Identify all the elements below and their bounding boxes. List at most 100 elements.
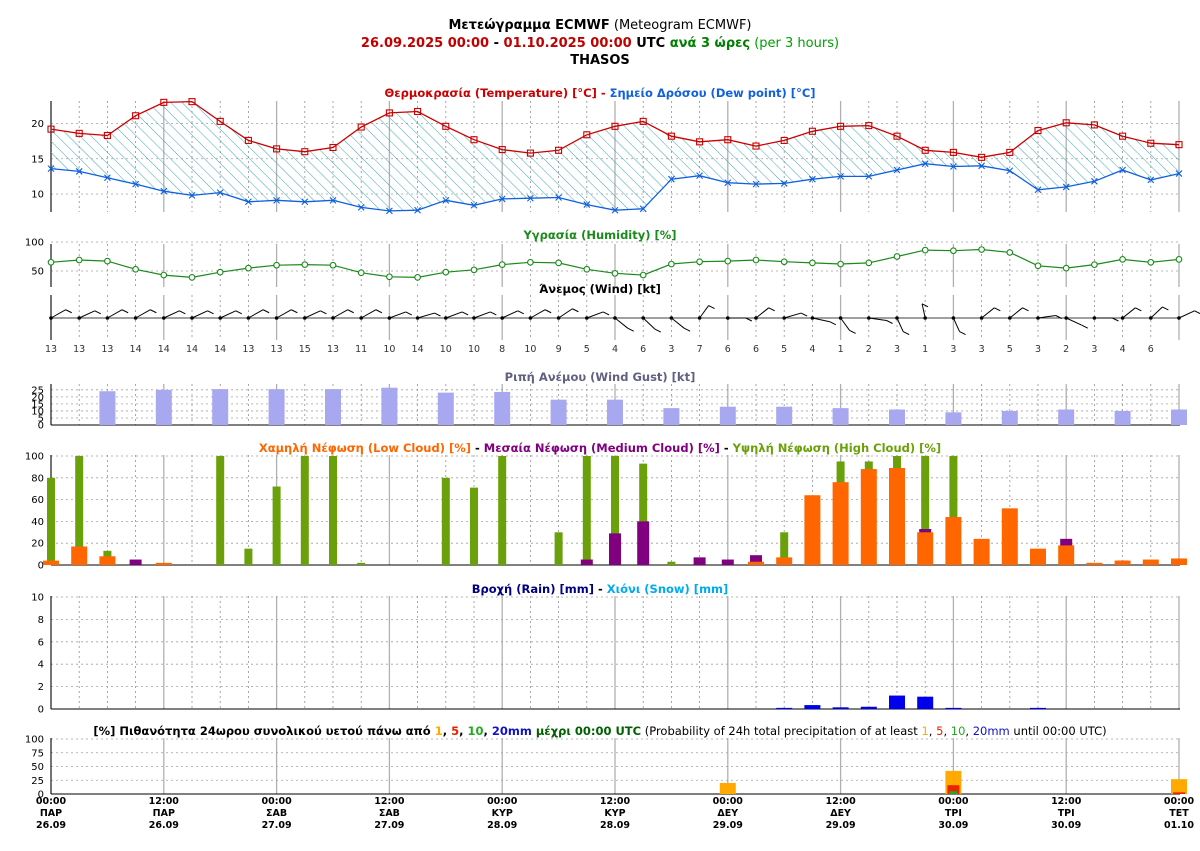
temperature-point	[470, 136, 478, 144]
dew-point-point	[357, 204, 365, 211]
dew-point-point	[1034, 186, 1042, 194]
wind-speed-label: 3	[668, 344, 674, 355]
wind-speed-label: 11	[355, 344, 367, 355]
wind-barb-shaft	[642, 317, 656, 330]
x-axis-time: 12:00	[149, 796, 180, 807]
wind-speed-label: 3	[979, 344, 985, 355]
gust-bar	[1114, 410, 1131, 425]
humidity-point	[1006, 249, 1014, 256]
humidity-grid: 50 100	[25, 238, 1180, 287]
low-cloud-bar	[1001, 508, 1018, 565]
humidity-point	[216, 268, 224, 276]
wind-speed-label: 3	[1091, 344, 1097, 355]
temp-ytick-label: 20	[31, 119, 44, 130]
low-cloud-bar	[1058, 545, 1075, 565]
humidity-point	[357, 269, 365, 277]
gust-bar	[550, 399, 567, 425]
wind-barb-feather	[517, 310, 525, 315]
temperature-point	[1034, 127, 1042, 135]
wind-barb-shaft	[1009, 307, 1023, 319]
low-cloud-bar	[832, 482, 849, 565]
clouds-title-part: Χαμηλή Νέφωση (Low Cloud) [%]	[259, 441, 471, 455]
wind-barb-feather	[683, 327, 691, 332]
rain-bar	[945, 707, 962, 710]
wind-barb-origin	[77, 316, 81, 320]
wind-barb	[669, 316, 691, 332]
wind-barb-shaft	[586, 311, 604, 319]
wind-barb-origin	[246, 316, 251, 320]
temperature-point	[555, 146, 563, 154]
wind-barb	[303, 310, 327, 320]
dew-point-point	[921, 160, 929, 168]
wind-barb-origin	[1008, 316, 1012, 320]
temperature-point	[865, 122, 873, 130]
clouds-title-part: Υψηλή Νέφωση (High Cloud) [%]	[732, 441, 942, 455]
humidity-point	[1062, 264, 1070, 272]
humidity-point	[1091, 261, 1098, 268]
period-separator: -	[489, 36, 504, 51]
wind-speed-label: 5	[584, 344, 590, 355]
dew-point-mark	[1034, 186, 1042, 194]
clouds-ytick-label: 60	[31, 495, 44, 506]
wind-barb	[359, 309, 383, 320]
gust-bar	[325, 389, 341, 425]
x-axis-day: ΤΡΙ	[945, 808, 962, 819]
dew-point-mark	[752, 180, 760, 188]
x-axis-day: ΤΡΙ	[1058, 808, 1075, 819]
prob-5mm-bar	[1173, 792, 1185, 794]
rain-bar	[832, 707, 849, 709]
temperature-point	[132, 112, 140, 120]
wind-speed-label: 13	[327, 344, 339, 355]
wind-barb-shaft	[501, 310, 518, 319]
dew-point-point	[160, 187, 168, 195]
precip-title: Βροχή (Rain) [mm] - Χιόνι (Snow) [mm]	[472, 582, 729, 596]
wind-barb	[921, 303, 929, 320]
wind-speed-label: 4	[809, 344, 815, 355]
wind-barb-feather	[544, 309, 552, 314]
wind-barb-feather	[375, 309, 383, 314]
dew-point-mark	[160, 187, 168, 195]
dew-point-point	[104, 174, 111, 182]
dew-point-point	[555, 194, 562, 201]
temp-title-part: -	[597, 86, 610, 100]
temp-title-part: Σημείο Δρόσου (Dew point) [°C]	[610, 86, 816, 100]
wind-barb	[810, 316, 837, 326]
humidity-point	[273, 261, 280, 269]
dew-point-point	[583, 201, 591, 208]
wind-barb-origin	[1092, 316, 1097, 320]
temperature-point	[837, 122, 845, 130]
wind-speed-label: 3	[950, 344, 956, 355]
wind-barb	[77, 310, 102, 320]
dew-point-mark	[273, 196, 280, 204]
wind-speed-label: 14	[186, 344, 198, 355]
wind-barb	[444, 311, 469, 320]
x-axis-time: 12:00	[374, 796, 405, 807]
temperature-point	[216, 117, 224, 125]
wind-barb-origin	[669, 316, 674, 320]
wind-barb-shaft	[952, 317, 961, 332]
high-cloud-bar	[949, 456, 958, 565]
high-cloud-bar	[47, 477, 55, 565]
wind-barb-shaft	[191, 310, 208, 319]
temperature-point	[752, 142, 760, 150]
gust-bar	[607, 399, 623, 425]
temperature-point	[1090, 121, 1098, 129]
wind-barb-feather	[1081, 324, 1089, 329]
wind-speed-label: 2	[1063, 344, 1069, 355]
gust-ytick-label: 15	[31, 399, 44, 410]
x-axis-day: ΣΑΒ	[266, 808, 287, 819]
wind-barb-feather	[572, 308, 579, 313]
dew-point-point	[1119, 166, 1126, 174]
wind-barb-origin	[1120, 316, 1125, 320]
wind-speed-label: 3	[894, 344, 900, 355]
wind-speed-label: 14	[130, 344, 142, 355]
wind-speed-label: 13	[45, 344, 57, 355]
dew-point-point	[893, 166, 901, 174]
dew-point-point	[47, 165, 55, 173]
x-axis-date: 01.10	[1164, 820, 1194, 831]
dew-point-mark	[245, 198, 252, 206]
x-axis-date: 27.09	[374, 820, 404, 831]
wind-barb-origin	[415, 316, 420, 320]
x-axis-time: 00:00	[36, 796, 67, 807]
